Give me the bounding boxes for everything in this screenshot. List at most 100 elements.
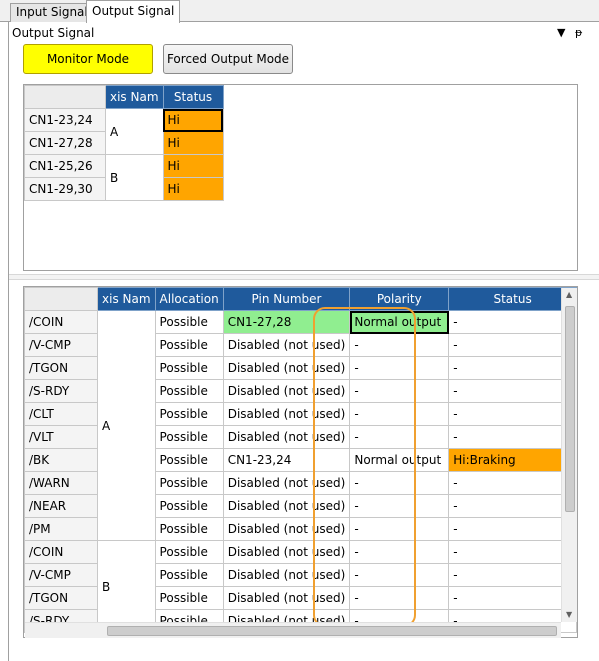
horizontal-scroll-thumb[interactable] [107, 626, 557, 636]
table-row[interactable]: /S-RDY Possible Disabled (not used) - - [24, 379, 577, 403]
vertical-scrollbar[interactable]: ▲ ▼ [561, 288, 577, 622]
status-cell[interactable]: - [448, 379, 577, 403]
polarity-cell[interactable]: - [349, 425, 450, 449]
signal-label: /NEAR [24, 494, 99, 518]
allocation-cell[interactable]: Possible [154, 448, 224, 472]
status-cell[interactable]: - [448, 356, 577, 380]
status-cell[interactable]: - [448, 586, 577, 610]
polarity-cell[interactable]: - [349, 494, 450, 518]
status-cell[interactable]: Hi [162, 177, 224, 201]
polarity-cell[interactable]: - [349, 379, 450, 403]
pin-number-cell[interactable]: CN1-27,28 [222, 310, 351, 334]
status-cell[interactable]: - [448, 310, 577, 334]
tab-output-signal[interactable]: Output Signal [86, 0, 181, 23]
polarity-cell[interactable]: Normal output [349, 310, 450, 334]
polarity-cell[interactable]: Normal output [349, 448, 450, 472]
polarity-cell[interactable]: - [349, 356, 450, 380]
status-cell[interactable]: - [448, 333, 577, 357]
pin-number-cell[interactable]: Disabled (not used) [222, 333, 351, 357]
allocation-cell[interactable]: Possible [154, 517, 224, 541]
pin-number-cell[interactable]: Disabled (not used) [222, 425, 351, 449]
panel-title: Output Signal [12, 26, 95, 40]
pin-number-cell[interactable]: Disabled (not used) [222, 563, 351, 587]
tab-strip: Input Signal Output Signal [0, 0, 599, 23]
allocation-cell[interactable]: Possible [154, 333, 224, 357]
signal-label: /VLT [24, 425, 99, 449]
allocation-cell[interactable]: Possible [154, 471, 224, 495]
table-row[interactable]: /TGON Possible Disabled (not used) - - [24, 586, 577, 610]
allocation-cell[interactable]: Possible [154, 586, 224, 610]
pin-number-cell[interactable]: Disabled (not used) [222, 471, 351, 495]
table-row[interactable]: /V-CMP Possible Disabled (not used) - - [24, 333, 577, 357]
polarity-cell[interactable]: - [349, 333, 450, 357]
status-cell[interactable]: - [448, 540, 577, 564]
status-cell[interactable]: Hi:Braking [448, 448, 577, 472]
scroll-down-icon[interactable]: ▼ [566, 610, 573, 619]
signal-label: /CLT [24, 402, 99, 426]
polarity-cell[interactable]: - [349, 586, 450, 610]
table-row[interactable]: /COIN A Possible CN1-27,28 Normal output - [24, 310, 577, 541]
table-row[interactable]: /V-CMP Possible Disabled (not used) - - [24, 563, 577, 587]
table-row[interactable]: /VLT Possible Disabled (not used) - - [24, 425, 577, 449]
pin-number-cell[interactable]: CN1-23,24 [222, 448, 351, 472]
monitor-mode-button[interactable]: Monitor Mode [23, 44, 153, 74]
allocation-header[interactable]: Allocation [154, 287, 224, 311]
vertical-scroll-thumb[interactable] [565, 306, 575, 512]
status-cell[interactable]: - [448, 402, 577, 426]
pin-number-cell[interactable]: Disabled (not used) [222, 379, 351, 403]
polarity-cell[interactable]: - [349, 540, 450, 564]
polarity-cell[interactable]: - [349, 402, 450, 426]
table-row[interactable]: CN1-23,24 A Hi [24, 108, 224, 155]
status-header[interactable]: Status [162, 85, 224, 109]
status-cell[interactable]: - [448, 494, 577, 518]
status-cell[interactable]: - [448, 471, 577, 495]
dropdown-icon[interactable]: ▼ [557, 26, 566, 39]
status-cell[interactable]: - [448, 517, 577, 541]
axis-cell: B [105, 154, 164, 201]
polarity-cell[interactable]: - [349, 563, 450, 587]
forced-output-mode-button[interactable]: Forced Output Mode [163, 44, 293, 74]
pin-number-cell[interactable]: Disabled (not used) [222, 494, 351, 518]
tab-input-signal[interactable]: Input Signal [10, 3, 94, 22]
table-row[interactable]: /CLT Possible Disabled (not used) - - [24, 402, 577, 426]
pin-icon[interactable]: ᵽ [575, 26, 583, 39]
allocation-cell[interactable]: Possible [154, 402, 224, 426]
pin-number-cell[interactable]: Disabled (not used) [222, 540, 351, 564]
allocation-cell[interactable]: Possible [154, 494, 224, 518]
table-row[interactable]: /COIN B Possible Disabled (not used) - - [24, 540, 577, 633]
status-header[interactable]: Status [448, 287, 577, 311]
allocation-cell[interactable]: Possible [154, 379, 224, 403]
allocation-cell[interactable]: Possible [154, 425, 224, 449]
allocation-cell[interactable]: Possible [154, 356, 224, 380]
polarity-cell[interactable]: - [349, 517, 450, 541]
axis-name-header[interactable]: xis Nam [105, 85, 164, 109]
allocation-cell[interactable]: Possible [154, 563, 224, 587]
pin-number-cell[interactable]: Disabled (not used) [222, 402, 351, 426]
allocation-cell[interactable]: Possible [154, 540, 224, 564]
pin-number-header[interactable]: Pin Number [222, 287, 351, 311]
status-cell[interactable]: Hi [162, 108, 224, 132]
pin-number-cell[interactable]: Disabled (not used) [222, 517, 351, 541]
table-header-row: xis Nam Status [24, 85, 224, 109]
horizontal-scrollbar[interactable] [25, 622, 561, 638]
signal-label: /BK [24, 448, 99, 472]
output-status-table: xis Nam Status CN1-23,24 A Hi CN1-27,28 … [24, 85, 224, 201]
signal-label: /V-CMP [24, 563, 99, 587]
table-row[interactable]: /NEAR Possible Disabled (not used) - - [24, 494, 577, 518]
polarity-header[interactable]: Polarity [349, 287, 450, 311]
status-cell[interactable]: Hi [162, 131, 224, 155]
status-cell[interactable]: Hi [162, 154, 224, 178]
splitter[interactable] [9, 274, 599, 280]
allocation-cell[interactable]: Possible [154, 310, 224, 334]
polarity-cell[interactable]: - [349, 471, 450, 495]
table-row[interactable]: CN1-29,30 Hi [24, 177, 224, 201]
axis-name-header[interactable]: xis Nam [97, 287, 156, 311]
status-cell[interactable]: - [448, 563, 577, 587]
signal-label: /WARN [24, 471, 99, 495]
status-cell[interactable]: - [448, 425, 577, 449]
signal-label: /TGON [24, 586, 99, 610]
pin-number-cell[interactable]: Disabled (not used) [222, 586, 351, 610]
table-row[interactable]: CN1-25,26 B Hi [24, 154, 224, 201]
pin-number-cell[interactable]: Disabled (not used) [222, 356, 351, 380]
scroll-up-icon[interactable]: ▲ [566, 290, 573, 299]
